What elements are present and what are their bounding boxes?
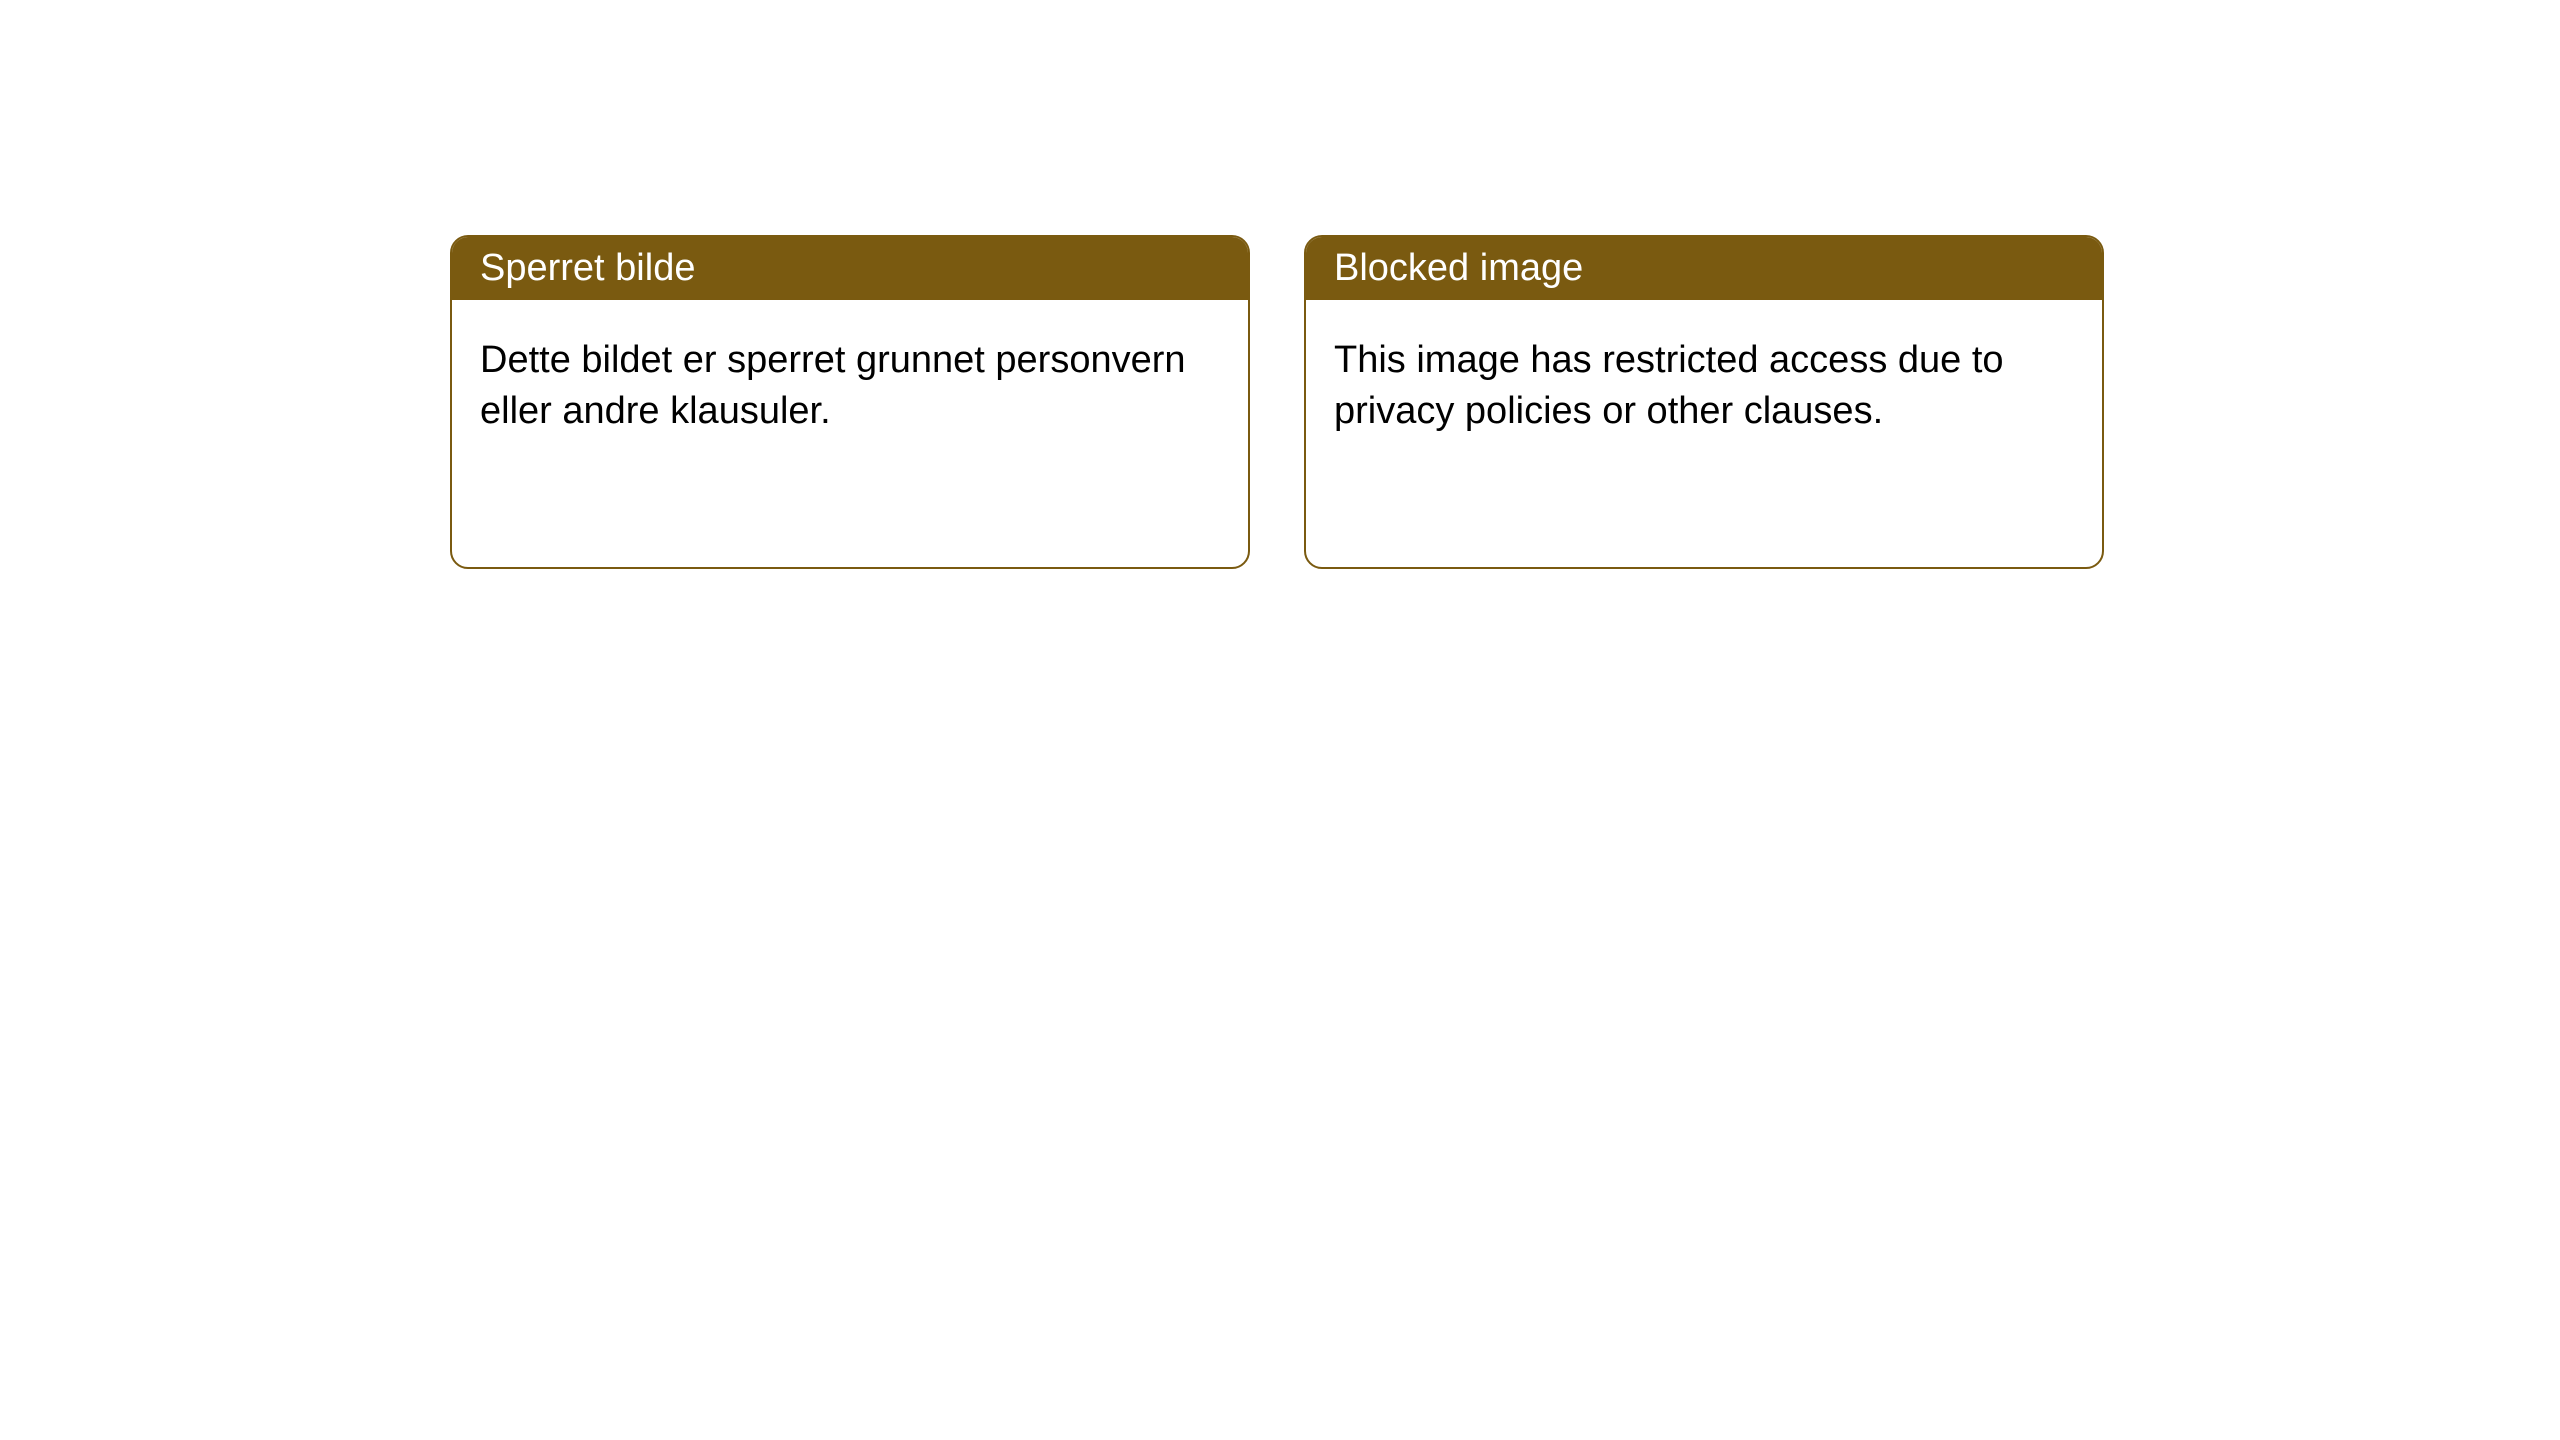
notice-title: Sperret bilde: [480, 247, 695, 289]
notice-text: This image has restricted access due to …: [1334, 339, 2004, 432]
notice-body: Dette bildet er sperret grunnet personve…: [452, 300, 1248, 473]
notice-text: Dette bildet er sperret grunnet personve…: [480, 339, 1186, 432]
notice-header: Blocked image: [1306, 237, 2102, 300]
notice-body: This image has restricted access due to …: [1306, 300, 2102, 473]
notice-box-norwegian: Sperret bilde Dette bildet er sperret gr…: [450, 235, 1250, 569]
notice-box-english: Blocked image This image has restricted …: [1304, 235, 2104, 569]
notice-title: Blocked image: [1334, 247, 1583, 289]
notice-header: Sperret bilde: [452, 237, 1248, 300]
notice-container: Sperret bilde Dette bildet er sperret gr…: [450, 235, 2104, 569]
